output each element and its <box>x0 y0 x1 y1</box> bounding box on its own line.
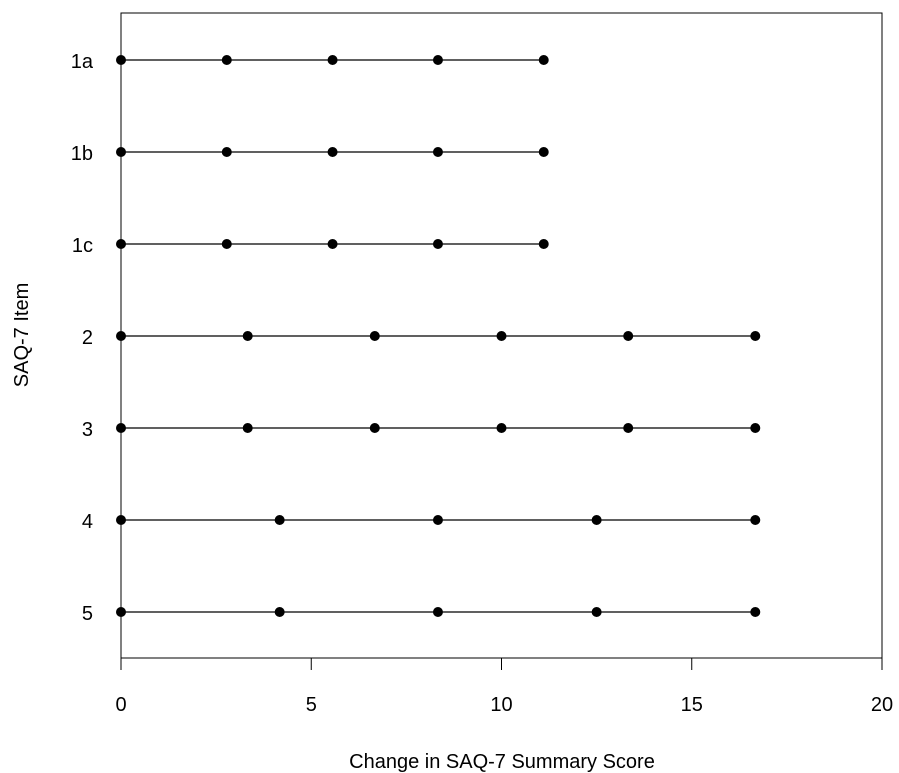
data-point <box>274 515 285 525</box>
data-point <box>327 239 338 249</box>
data-point <box>221 147 232 157</box>
data-point <box>538 55 549 65</box>
x-tick-label: 15 <box>681 694 703 716</box>
data-point <box>432 147 443 157</box>
y-axis-title: SAQ-7 Item <box>11 283 33 387</box>
y-category-label: 2 <box>82 327 93 349</box>
data-point <box>116 423 126 433</box>
data-point <box>591 607 602 617</box>
x-tick-label: 5 <box>306 694 317 716</box>
data-point <box>369 331 380 341</box>
data-point <box>496 423 507 433</box>
plot-layer: 0 5 10 15 20 1a 1b 1c 2 3 4 5 <box>71 12 893 716</box>
data-point <box>116 607 126 617</box>
data-point <box>369 423 380 433</box>
x-tick-label: 20 <box>871 694 893 716</box>
data-point <box>274 607 285 617</box>
data-point <box>221 55 232 65</box>
y-category-label: 1c <box>72 235 93 257</box>
y-category-label: 4 <box>82 511 93 533</box>
data-point <box>591 515 602 525</box>
data-point <box>750 423 761 433</box>
data-point <box>327 55 338 65</box>
y-category-label: 5 <box>82 603 93 625</box>
data-point <box>623 423 634 433</box>
data-point <box>623 331 634 341</box>
data-point <box>116 239 126 249</box>
data-point <box>432 515 443 525</box>
data-point <box>116 515 126 525</box>
y-category-label: 3 <box>82 419 93 441</box>
data-point <box>432 55 443 65</box>
data-point <box>432 607 443 617</box>
y-category-label: 1b <box>71 143 93 165</box>
y-category-label: 1a <box>71 51 94 73</box>
data-point <box>221 239 232 249</box>
data-point <box>496 331 507 341</box>
data-point <box>432 239 443 249</box>
data-point <box>242 423 253 433</box>
data-point <box>327 147 338 157</box>
data-point <box>116 55 126 65</box>
data-point <box>116 147 126 157</box>
data-point <box>242 331 253 341</box>
data-point <box>750 607 761 617</box>
x-tick-label: 0 <box>115 694 126 716</box>
data-point <box>538 147 549 157</box>
x-tick-label: 10 <box>490 694 512 716</box>
data-point <box>750 515 761 525</box>
data-point <box>538 239 549 249</box>
x-axis-title: Change in SAQ-7 Summary Score <box>349 751 655 773</box>
data-point <box>116 331 126 341</box>
data-point <box>750 331 761 341</box>
